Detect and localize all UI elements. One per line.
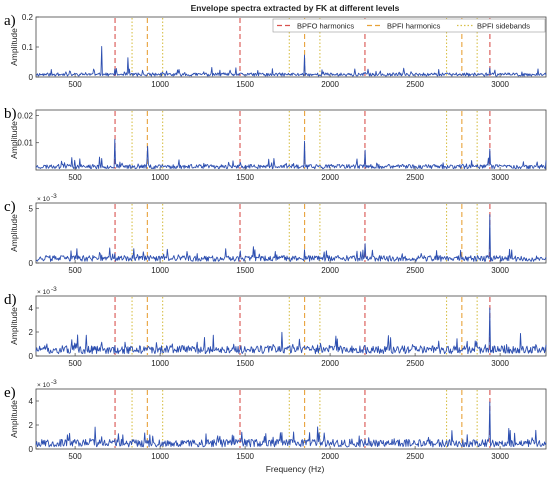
panel-letter: c) bbox=[4, 199, 16, 215]
x-tick-label: 500 bbox=[68, 80, 82, 89]
x-tick-label: 2500 bbox=[406, 80, 424, 89]
y-exponent-power: -3 bbox=[51, 286, 57, 293]
y-axis-label: Amplitude bbox=[9, 214, 19, 252]
x-tick-label: 1500 bbox=[236, 266, 254, 275]
y-tick-label: 0 bbox=[29, 352, 34, 361]
panel-5: e) × 10 -3 Amplitude 0 2 4 500 1000 1500 2000 2500 3… bbox=[4, 379, 547, 461]
y-axis-label: Amplitude bbox=[9, 121, 19, 159]
legend-box bbox=[272, 18, 546, 33]
spectrum-line bbox=[35, 138, 547, 170]
panel-4: d) × 10 -3 Amplitude 0 2 4 500 1000 1500 2000 2500 3… bbox=[4, 286, 547, 368]
y-exponent-label: × 10 bbox=[37, 196, 50, 203]
panel-3: c) × 10 -3 Amplitude 0 5 500 1000 1500 2000 2500 30… bbox=[4, 193, 547, 275]
y-tick-label: 0 bbox=[29, 73, 34, 82]
y-tick-label: 5 bbox=[29, 204, 34, 213]
y-tick-label: 4 bbox=[29, 304, 34, 313]
x-tick-label: 500 bbox=[68, 359, 82, 368]
legend: BPFO harmonics BPFI harmonics BPFI sideban… bbox=[272, 18, 546, 33]
legend-label: BPFI harmonics bbox=[387, 21, 441, 30]
x-tick-label: 1500 bbox=[236, 359, 254, 368]
x-tick-label: 2000 bbox=[321, 173, 339, 182]
x-tick-label: 2000 bbox=[321, 359, 339, 368]
panel-letter: d) bbox=[4, 292, 17, 308]
x-tick-label: 1000 bbox=[151, 173, 169, 182]
panel-letter: b) bbox=[4, 106, 17, 122]
spectrum-line bbox=[35, 214, 547, 262]
spectrum-line bbox=[35, 307, 547, 355]
panel-1: a)Amplitude 0 0.1 0.2 500 1000 1500 2000 2500 300… bbox=[4, 13, 547, 89]
x-tick-label: 3000 bbox=[491, 173, 509, 182]
x-tick-label: 1500 bbox=[236, 452, 254, 461]
y-tick-label: 4 bbox=[29, 397, 34, 406]
x-tick-label: 2500 bbox=[406, 452, 424, 461]
y-exponent-label: × 10 bbox=[37, 382, 50, 389]
y-tick-label: 0.2 bbox=[22, 13, 34, 22]
x-tick-label: 2000 bbox=[321, 80, 339, 89]
x-tick-label: 500 bbox=[68, 173, 82, 182]
x-tick-label: 1000 bbox=[151, 80, 169, 89]
x-tick-label: 3000 bbox=[491, 266, 509, 275]
legend-label: BPFI sidebands bbox=[477, 21, 530, 30]
x-tick-label: 2000 bbox=[321, 266, 339, 275]
x-tick-label: 1500 bbox=[236, 80, 254, 89]
x-tick-label: 500 bbox=[68, 266, 82, 275]
y-exponent-power: -3 bbox=[51, 379, 57, 386]
y-exponent-label: × 10 bbox=[37, 289, 50, 296]
y-tick-label: 0 bbox=[29, 445, 34, 454]
x-tick-label: 3000 bbox=[491, 359, 509, 368]
x-tick-label: 2000 bbox=[321, 452, 339, 461]
x-tick-label: 1000 bbox=[151, 266, 169, 275]
legend-label: BPFO harmonics bbox=[297, 21, 354, 30]
x-tick-label: 1000 bbox=[151, 359, 169, 368]
plot-area bbox=[35, 388, 547, 450]
y-axis-label: Amplitude bbox=[9, 400, 19, 438]
y-tick-label: 0.01 bbox=[17, 139, 33, 148]
x-tick-label: 500 bbox=[68, 452, 82, 461]
panel-letter: a) bbox=[4, 13, 16, 29]
y-axis-label: Amplitude bbox=[9, 307, 19, 345]
y-tick-label: 2 bbox=[29, 421, 34, 430]
x-tick-label: 1500 bbox=[236, 173, 254, 182]
spectrum-line bbox=[35, 401, 547, 448]
x-axis-label: Frequency (Hz) bbox=[266, 464, 325, 474]
x-tick-label: 2500 bbox=[406, 359, 424, 368]
y-exponent-power: -3 bbox=[51, 193, 57, 200]
x-tick-label: 3000 bbox=[491, 452, 509, 461]
y-tick-label: 0.02 bbox=[17, 111, 33, 120]
panel-letter: e) bbox=[4, 385, 16, 401]
x-tick-label: 2500 bbox=[406, 173, 424, 182]
plot-area bbox=[35, 295, 547, 357]
y-tick-label: 0.1 bbox=[22, 43, 34, 52]
x-tick-label: 1000 bbox=[151, 452, 169, 461]
chart-title: Envelope spectra extracted by FK at diff… bbox=[191, 3, 400, 13]
spectrum-line bbox=[35, 46, 547, 77]
plot-area bbox=[35, 109, 547, 171]
y-tick-label: 0 bbox=[29, 259, 34, 268]
y-axis-label: Amplitude bbox=[9, 28, 19, 66]
y-tick-label: 2 bbox=[29, 328, 34, 337]
x-tick-label: 3000 bbox=[491, 80, 509, 89]
x-tick-label: 2500 bbox=[406, 266, 424, 275]
